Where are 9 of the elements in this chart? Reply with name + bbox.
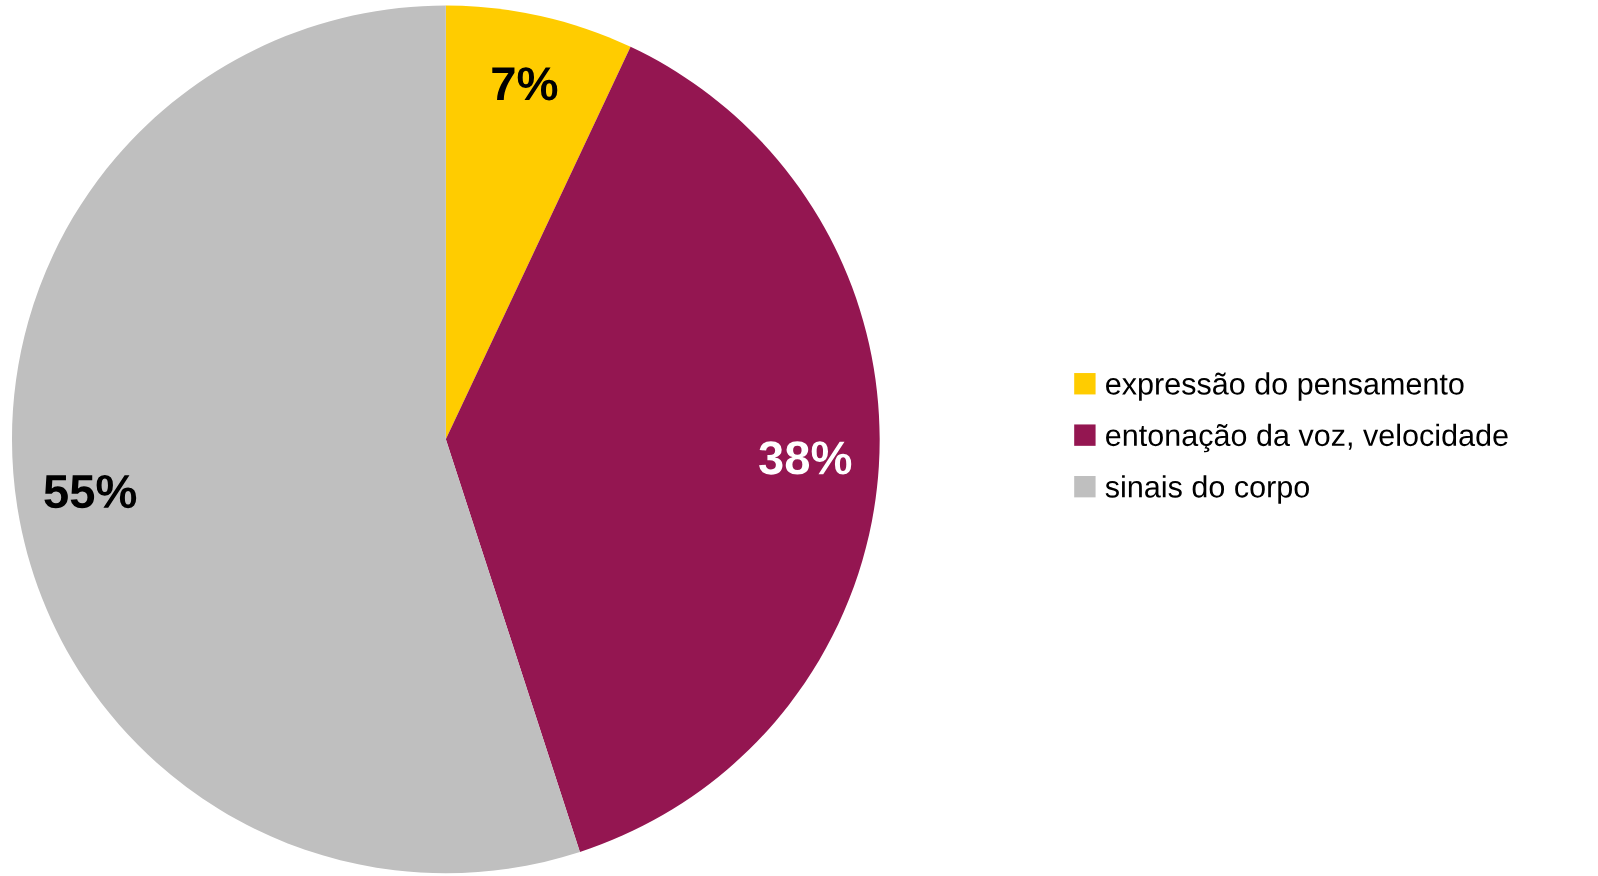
legend-label: expressão do pensamento [1106,372,1464,401]
data-label: 55% [44,475,137,509]
legend-label: entonação da voz, velocidade [1106,423,1508,453]
data-label: 38% [759,441,852,475]
pie-slice [12,5,580,874]
data-label: 7% [492,67,558,101]
legend-label: sinais do corpo [1105,475,1309,504]
pie-slice [445,46,880,852]
pie-slice [445,5,631,440]
